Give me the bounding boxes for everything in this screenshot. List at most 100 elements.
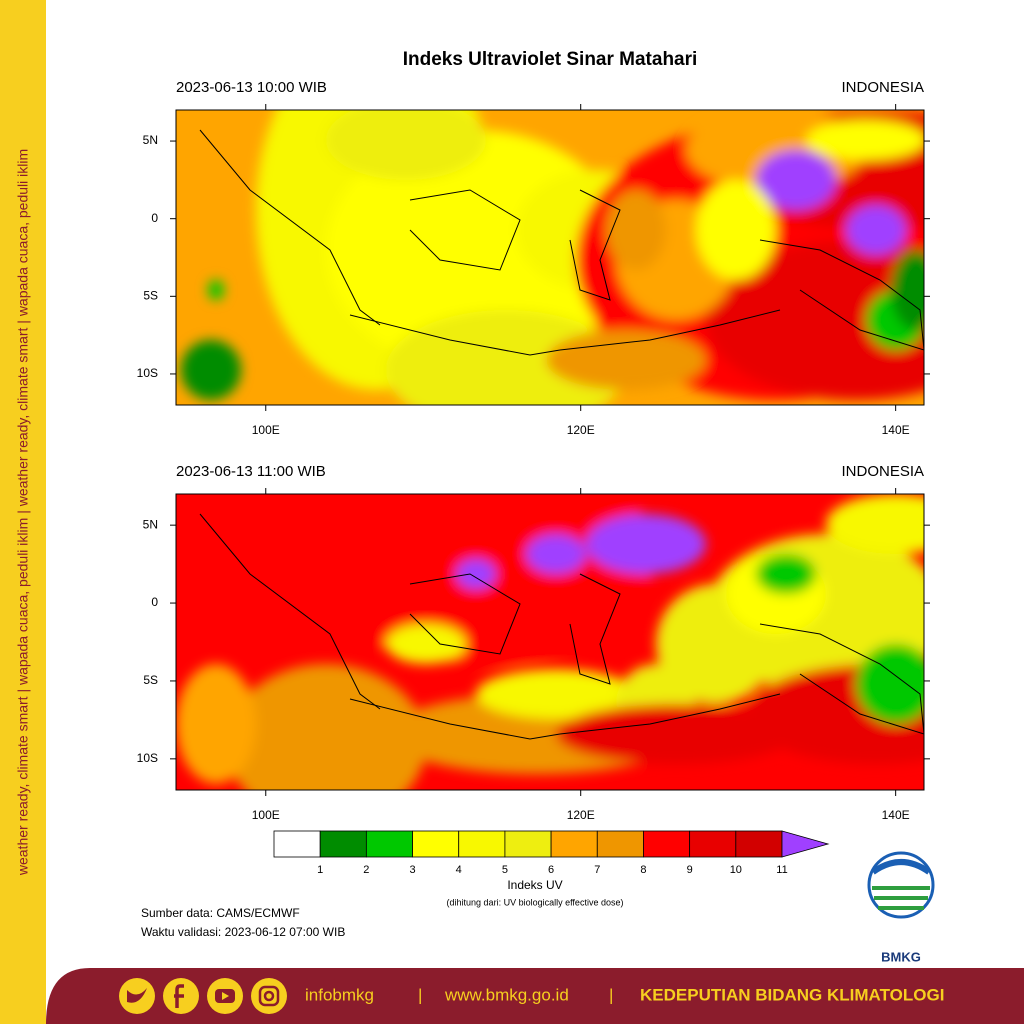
- colorbar-box: [689, 830, 737, 858]
- panel-time: 2023-06-13 10:00 WIB: [176, 79, 327, 96]
- colorbar-box: [504, 830, 552, 858]
- uv-region: [386, 624, 466, 664]
- colorbar-tick-label: 3: [409, 864, 415, 876]
- coastline: [559, 309, 781, 351]
- uv-region: [526, 534, 586, 574]
- bmkg-logo: [867, 851, 935, 919]
- valid-time: Waktu validasi: 2023-06-12 07:00 WIB: [141, 925, 345, 939]
- colorbar-arrow: [781, 830, 830, 858]
- lat-tick-label: 0: [151, 595, 158, 609]
- uv-region: [696, 180, 776, 280]
- colorbar-label: Indeks UV: [507, 878, 562, 892]
- lat-tick-label: 5N: [143, 133, 158, 147]
- uv-region: [181, 340, 241, 400]
- colorbar-tick-label: 8: [640, 864, 646, 876]
- panel-region: INDONESIA: [841, 79, 924, 96]
- title: Indeks Ultraviolet Sinar Matahari: [403, 49, 698, 70]
- coastline: [409, 573, 521, 655]
- uv-region: [756, 150, 836, 210]
- uv-region: [546, 330, 706, 390]
- uv-region: [706, 240, 924, 400]
- map-frame: [175, 109, 925, 406]
- uv-region: [176, 664, 256, 784]
- coastline: [759, 623, 924, 735]
- colorbar-box: [319, 830, 367, 858]
- colorbar: 1 2 3 4 5 6 7 8 9 10 11: [273, 830, 830, 876]
- coastline: [349, 698, 561, 740]
- colorbar-tick-label: 4: [456, 864, 462, 876]
- lat-tick-label: 0: [151, 211, 158, 225]
- map-panel: [176, 110, 924, 405]
- uv-region: [226, 664, 426, 790]
- footer-department: KEDEPUTIAN BIDANG KLIMATOLOGI: [640, 985, 944, 1004]
- lat-tick-label: 5N: [143, 517, 158, 531]
- footer-separator: |: [609, 985, 613, 1004]
- lon-tick-label: 140E: [882, 423, 910, 437]
- colorbar-box: [735, 830, 783, 858]
- uv-field: [176, 494, 924, 790]
- footer-handle: infobmkg: [305, 985, 374, 1004]
- map-panel: [176, 494, 924, 790]
- uv-region: [806, 120, 924, 160]
- panel-time: 2023-06-13 11:00 WIB: [176, 463, 326, 480]
- side-text: weather ready, climate smart | wapada cu…: [15, 149, 31, 876]
- colorbar-tick-label: 11: [776, 864, 787, 876]
- lon-tick-label: 100E: [252, 423, 280, 437]
- colorbar-tick-label: 2: [363, 864, 369, 876]
- colorbar-tick-label: 7: [594, 864, 600, 876]
- coastline: [569, 573, 621, 685]
- social-icons: [119, 978, 287, 1014]
- lat-tick-label: 5S: [143, 288, 158, 302]
- lon-tick-label: 100E: [252, 808, 280, 822]
- uv-region: [556, 704, 796, 764]
- footer-separator: |: [418, 985, 422, 1004]
- colorbar-box: [643, 830, 691, 858]
- footer-band: [46, 968, 1024, 1024]
- uv-region: [606, 190, 666, 270]
- source: Sumber data: CAMS/ECMWF: [141, 906, 300, 920]
- lat-tick-label: 10S: [137, 751, 158, 765]
- lat-tick-label: 10S: [137, 366, 158, 380]
- lon-tick-label: 120E: [567, 423, 595, 437]
- colorbar-box: [458, 830, 506, 858]
- colorbar-tick-label: 1: [317, 864, 323, 876]
- colorbar-box: [550, 830, 598, 858]
- uv-region: [476, 669, 636, 719]
- uv-region: [756, 554, 816, 594]
- colorbar-box: [412, 830, 460, 858]
- coastline: [559, 693, 781, 735]
- uv-region: [208, 280, 224, 300]
- lon-tick-label: 120E: [567, 808, 595, 822]
- colorbar-tick-label: 6: [548, 864, 554, 876]
- uv-region: [456, 559, 496, 589]
- coastline: [349, 314, 561, 356]
- lat-tick-label: 5S: [143, 673, 158, 687]
- coastline: [569, 189, 621, 301]
- lon-tick-label: 140E: [882, 808, 910, 822]
- uv-region: [826, 494, 924, 554]
- uv-region: [326, 110, 486, 180]
- footer-website: www.bmkg.go.id: [444, 985, 569, 1004]
- logo-text: BMKG: [881, 949, 921, 964]
- coastline: [409, 189, 521, 271]
- colorbar-box: [365, 830, 413, 858]
- panel-region: INDONESIA: [841, 463, 924, 480]
- colorbar-box: [273, 830, 321, 858]
- colorbar-tick-label: 9: [687, 864, 693, 876]
- uv-region: [586, 514, 706, 574]
- colorbar-box: [596, 830, 644, 858]
- colorbar-tick-label: 5: [502, 864, 508, 876]
- side-strip: [0, 0, 46, 1024]
- coastline: [199, 513, 381, 710]
- uv-field: [181, 110, 924, 405]
- uv-region: [386, 310, 626, 405]
- colorbar-tick-label: 10: [730, 864, 742, 876]
- colorbar-sublabel: (dihitung dari: UV biologically effectiv…: [447, 897, 624, 907]
- uv-region: [891, 250, 924, 330]
- uv-region: [856, 644, 924, 724]
- uv-region: [846, 205, 906, 255]
- map-panels: 2023-06-13 10:00 WIB INDONESIA 5N 0 5S 10S 100…: [137, 79, 930, 822]
- coastline: [759, 239, 924, 351]
- coastline: [199, 129, 381, 326]
